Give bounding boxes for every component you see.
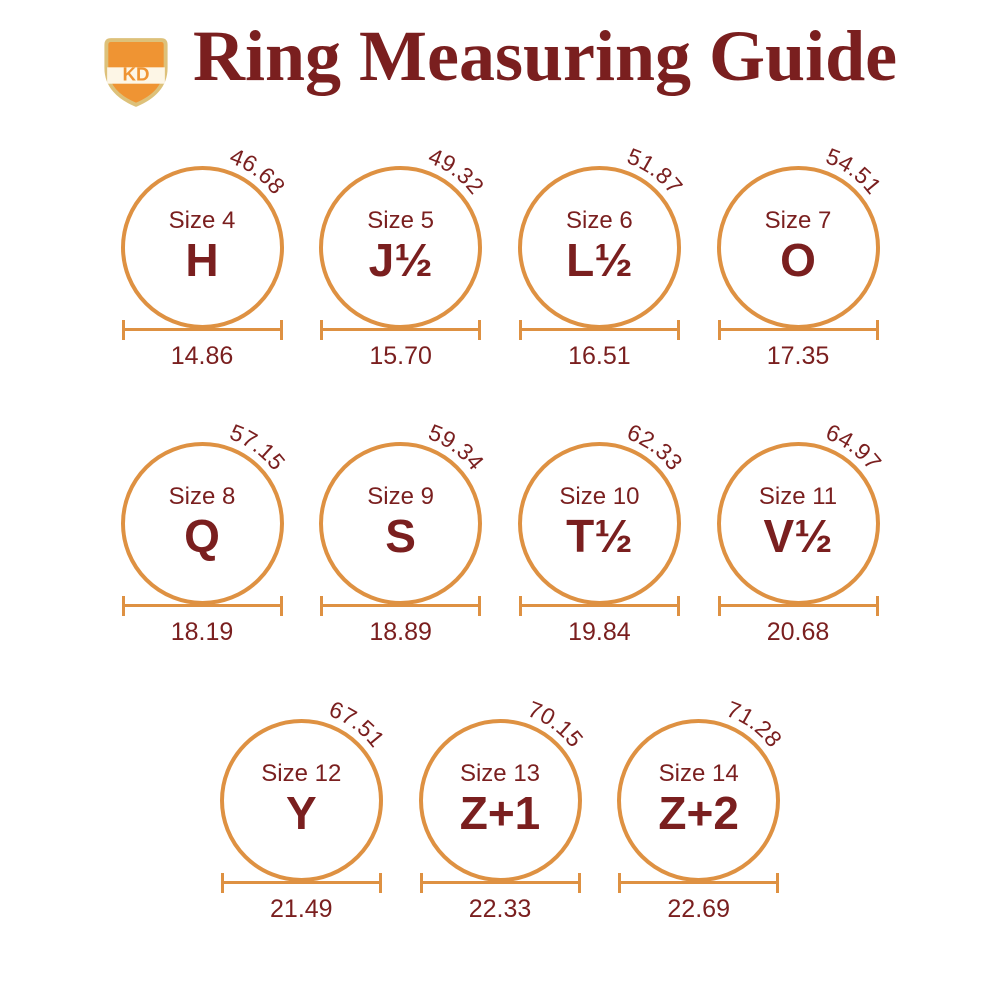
svg-text:62.33: 62.33 <box>624 419 688 475</box>
svg-text:64.97: 64.97 <box>823 419 887 475</box>
svg-text:49.32: 49.32 <box>425 143 489 199</box>
svg-text:57.15: 57.15 <box>226 419 290 475</box>
svg-text:70.15: 70.15 <box>524 696 588 752</box>
svg-text:67.51: 67.51 <box>326 696 390 752</box>
svg-text:51.87: 51.87 <box>624 143 688 199</box>
svg-text:71.28: 71.28 <box>723 696 787 752</box>
svg-text:54.51: 54.51 <box>823 143 887 199</box>
svg-text:46.68: 46.68 <box>226 143 290 199</box>
svg-text:59.34: 59.34 <box>425 419 489 475</box>
